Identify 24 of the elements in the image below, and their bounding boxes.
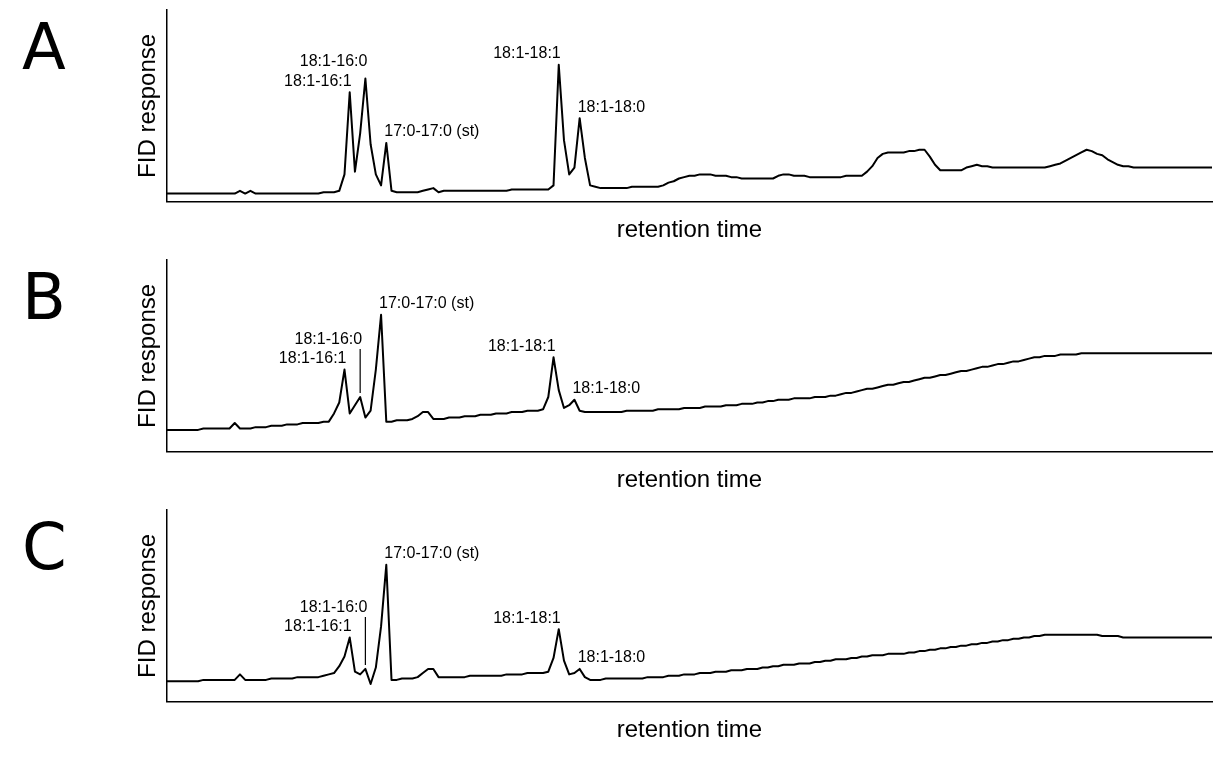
annotation: 18:1-16:0 xyxy=(294,330,363,348)
chart-title: A xyxy=(22,10,66,84)
text: 17:0-17:0 (st) xyxy=(384,544,480,562)
y-axis-title: FID response xyxy=(133,283,161,428)
chart-title: C xyxy=(22,510,67,584)
annotation: 18:1-18:0 xyxy=(577,97,646,115)
annotation: 18:1-16:1 xyxy=(284,616,352,634)
y-axis-title: FID response xyxy=(133,533,161,678)
annotation: 18:1-16:1 xyxy=(284,71,352,89)
y-axis-title: FID response xyxy=(133,33,161,178)
annotation: 18:1-18:0 xyxy=(572,379,641,397)
annotation: 18:1-18:1 xyxy=(493,608,561,626)
annotation: 18:1-16:0 xyxy=(299,598,368,616)
text: 18:1-18:1 xyxy=(493,44,561,62)
annotation: 18:1-18:0 xyxy=(577,648,646,666)
annotation: 18:1-18:1 xyxy=(487,336,556,354)
text: 17:0-17:0 (st) xyxy=(379,294,475,312)
chart-title: B xyxy=(22,260,66,334)
annotation: 18:1-16:0 xyxy=(299,51,368,69)
x-axis-title: retention time xyxy=(616,465,763,493)
x-axis-title: retention time xyxy=(616,715,763,743)
annotation: 17:0-17:0 (st) xyxy=(384,122,480,140)
x-axis-title: retention time xyxy=(616,215,763,243)
annotation: 18:1-16:1 xyxy=(278,349,347,367)
